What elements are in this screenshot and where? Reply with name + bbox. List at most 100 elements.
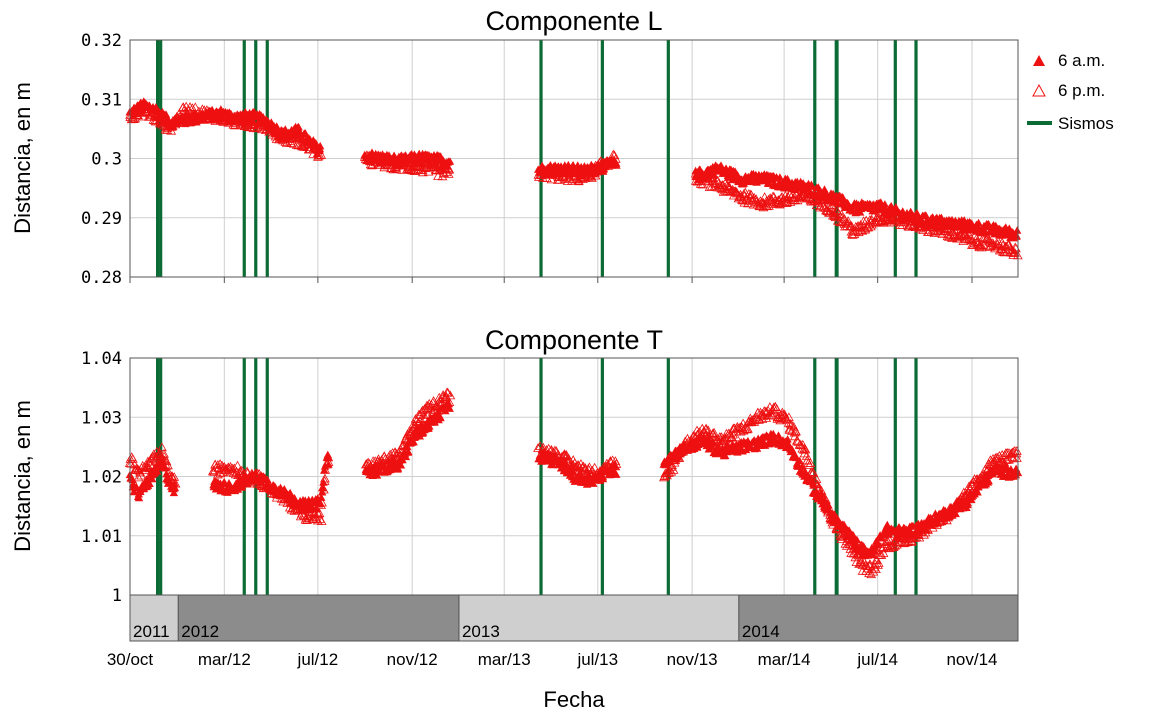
data-points-t xyxy=(124,387,1023,579)
point-6am xyxy=(798,462,807,470)
point-6pm xyxy=(816,485,827,495)
panel-componente-t: 1.04 1.03 1.02 1.01 1 Componente T Distancia… xyxy=(10,325,1023,606)
point-6pm xyxy=(781,194,792,203)
point-6pm xyxy=(157,119,167,129)
point-6am xyxy=(306,501,316,509)
x-tick-label: 30/oct xyxy=(107,650,154,669)
point-6pm xyxy=(690,431,701,441)
point-6pm xyxy=(235,466,245,476)
point-6pm xyxy=(140,465,151,474)
year-band xyxy=(177,594,460,642)
point-6pm xyxy=(420,413,431,422)
year-label: 2013 xyxy=(462,622,500,641)
point-6pm xyxy=(404,429,415,439)
point-6pm xyxy=(697,169,708,179)
point-6pm xyxy=(666,466,677,476)
year-timeline: 2011 2012 2013 2014 xyxy=(129,594,1019,642)
point-6pm xyxy=(550,166,561,176)
point-6pm xyxy=(809,190,820,199)
point-6pm xyxy=(159,451,169,461)
point-6pm xyxy=(861,215,872,225)
point-6pm xyxy=(197,104,208,114)
point-6pm xyxy=(851,557,862,566)
point-6pm xyxy=(313,152,323,161)
point-6pm xyxy=(548,452,559,462)
year-band xyxy=(738,594,1019,642)
point-6am xyxy=(880,200,890,208)
point-6pm xyxy=(132,109,143,119)
point-6pm xyxy=(254,468,265,478)
point-6pm xyxy=(291,140,302,149)
point-6pm xyxy=(834,524,845,533)
point-6pm xyxy=(851,226,861,236)
point-6pm xyxy=(942,231,953,241)
x-tick-label: mar/12 xyxy=(198,650,251,669)
point-6pm xyxy=(608,156,618,166)
point-6pm xyxy=(362,151,372,161)
point-6pm xyxy=(812,479,823,489)
point-6pm xyxy=(875,207,885,217)
point-6pm xyxy=(589,462,600,472)
point-6pm xyxy=(927,522,938,532)
point-6pm xyxy=(997,237,1008,247)
point-6pm xyxy=(133,110,143,120)
point-6am xyxy=(145,479,154,487)
point-6am xyxy=(317,493,326,501)
x-tick-label: jul/13 xyxy=(576,650,618,669)
x-tick-label: mar/13 xyxy=(478,650,531,669)
point-6pm xyxy=(823,507,833,517)
point-6pm xyxy=(609,150,620,160)
year-label: 2012 xyxy=(181,622,219,641)
x-tick-label: mar/14 xyxy=(758,650,811,669)
point-6pm xyxy=(608,149,619,159)
point-6pm xyxy=(432,402,443,412)
legend-quake-label: Sismos xyxy=(1058,114,1114,133)
point-6pm xyxy=(976,240,987,250)
legend-am-marker xyxy=(1033,55,1045,66)
point-6pm xyxy=(306,139,317,149)
point-6am xyxy=(1012,232,1021,240)
point-6pm xyxy=(158,113,169,123)
point-6pm xyxy=(805,458,816,467)
point-6pm xyxy=(774,195,784,204)
point-6pm xyxy=(274,129,284,139)
point-6pm xyxy=(156,111,166,121)
point-6pm xyxy=(369,153,379,163)
point-6pm xyxy=(777,409,788,419)
point-6pm xyxy=(214,114,224,123)
point-6am xyxy=(795,456,804,465)
point-6pm xyxy=(203,109,214,118)
point-6am xyxy=(324,453,333,461)
point-6pm xyxy=(445,390,456,400)
point-6pm xyxy=(320,464,331,474)
point-6pm xyxy=(751,196,762,206)
point-6pm xyxy=(933,222,944,231)
point-6pm xyxy=(858,216,869,225)
point-6pm xyxy=(550,445,560,455)
point-6pm xyxy=(596,156,606,165)
plot-frame-l xyxy=(129,39,1019,278)
point-6pm xyxy=(713,434,723,444)
point-6pm xyxy=(150,116,161,126)
point-6am xyxy=(1002,463,1011,471)
point-6pm xyxy=(153,110,164,120)
point-6pm xyxy=(558,172,569,182)
point-6pm xyxy=(999,457,1010,467)
point-6pm xyxy=(316,500,326,509)
point-6pm xyxy=(739,188,749,198)
point-6pm xyxy=(185,102,195,111)
point-6pm xyxy=(895,530,906,540)
earthquake-lines-t xyxy=(156,358,918,595)
point-6am xyxy=(716,161,726,169)
point-6pm xyxy=(824,207,835,217)
point-6am xyxy=(921,211,930,219)
point-6pm xyxy=(706,434,716,444)
point-6pm xyxy=(837,212,847,222)
point-6am xyxy=(153,467,162,475)
point-6pm xyxy=(410,420,420,429)
y-tick-label: 0.31 xyxy=(81,90,122,110)
point-6am xyxy=(612,470,621,478)
point-6pm xyxy=(263,478,273,487)
legend-am-label: 6 a.m. xyxy=(1058,51,1105,70)
point-6pm xyxy=(785,418,796,428)
